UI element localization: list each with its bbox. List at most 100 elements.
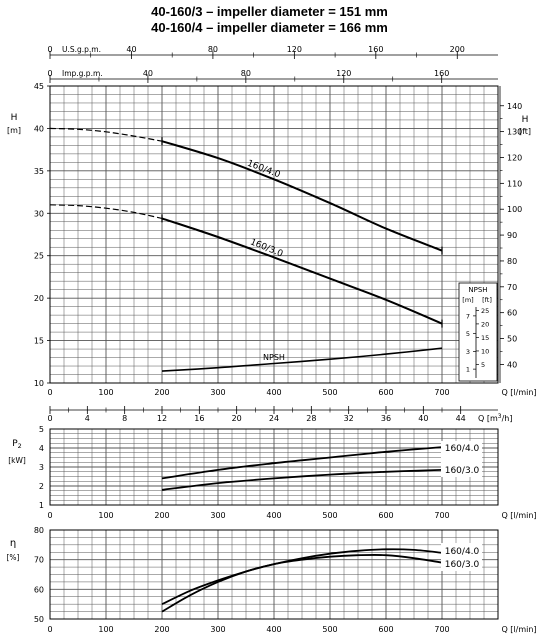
power-xtick-label: 200	[154, 511, 169, 520]
power-series-label-160-4: 160/4.0	[445, 444, 480, 454]
head-xtick-label: 0	[47, 388, 52, 397]
npsh-ft-tick-label: 5	[481, 361, 485, 369]
ft-axis-label: H	[522, 115, 529, 125]
m3h-axis-xlabel: Q [m3/h]	[478, 413, 512, 423]
head-plot-frame	[49, 85, 499, 384]
usgpm-axis-label: U.S.g.p.m.	[62, 45, 101, 54]
npsh-m-tick-label: 7	[466, 312, 470, 320]
impgpm-axis-tick-label: 40	[143, 69, 153, 78]
m3h-axis-tick-label: 20	[232, 414, 242, 423]
eff-xtick-label: 200	[154, 625, 169, 634]
power-xtick-label: 0	[47, 511, 52, 520]
ft-axis-tick-label: 60	[507, 309, 517, 318]
m3h-axis-tick-label: 16	[194, 414, 204, 423]
usgpm-axis-tick-label: 120	[287, 45, 302, 54]
impgpm-axis-tick-label: 120	[336, 69, 351, 78]
chart-title-line-1: 40-160/3 – impeller diameter = 151 mm	[151, 4, 388, 19]
power-xtick-label: 700	[434, 511, 449, 520]
ft-axis-tick-label: 70	[507, 283, 517, 292]
head-curve-dashed-1	[49, 204, 163, 219]
power-ylabel: P2	[12, 439, 22, 450]
head-xtick-label: 400	[266, 388, 281, 397]
head-ytick-label: 25	[34, 252, 44, 261]
ft-axis-tick-label: 120	[507, 153, 522, 162]
usgpm-axis-tick-label: 40	[126, 45, 136, 54]
power-xtick-label: 100	[98, 511, 113, 520]
head-ytick-label: 40	[34, 124, 44, 133]
npsh-ft-tick-label: 15	[481, 334, 489, 342]
eff-xtick-label: 500	[322, 625, 337, 634]
power-ytick-label: 1	[39, 501, 44, 510]
m3h-axis-tick-label: 24	[269, 414, 279, 423]
chart-title-line-2: 40-160/4 – impeller diameter = 166 mm	[151, 20, 388, 35]
power-xtick-label: 300	[210, 511, 225, 520]
power-plot-frame	[49, 428, 499, 506]
head-ytick-label: 20	[34, 294, 44, 303]
head-ylabel: H	[11, 113, 18, 123]
npsh-ft-label: [ft]	[482, 296, 492, 304]
head-ytick-label: 30	[34, 209, 44, 218]
npsh-m-label: [m]	[462, 296, 473, 304]
m3h-axis-tick-label: 36	[381, 414, 391, 423]
power-xtick-label: 400	[266, 511, 281, 520]
npsh-m-tick-label: 3	[466, 348, 470, 356]
m3h-axis-tick-label: 28	[306, 414, 316, 423]
npsh-curve	[161, 347, 443, 372]
power-ylabel-sub: 2	[18, 442, 22, 450]
power-ylabel-main: P	[12, 439, 18, 449]
eff-xtick-label: 300	[210, 625, 225, 634]
eff-xlabel: Q [l/min]	[501, 625, 536, 634]
m3h-axis-tick-label: 40	[418, 414, 428, 423]
ft-axis-tick-label: 90	[507, 231, 517, 240]
npsh-m-tick-label: 1	[466, 366, 470, 374]
m3h-axis-tick-label: 4	[85, 414, 90, 423]
usgpm-axis-tick-label: 80	[208, 45, 218, 54]
head-series-label-160-3: 160/3.0	[248, 237, 284, 259]
head-curve-1	[161, 217, 443, 325]
head-xtick-label: 300	[210, 388, 225, 397]
eff-xtick-label: 700	[434, 625, 449, 634]
power-ylabel-unit: [kW]	[8, 456, 26, 465]
eff-legend-bg	[441, 543, 482, 571]
usgpm-axis-tick-label: 0	[47, 45, 52, 54]
head-ytick-label: 45	[34, 82, 44, 91]
ft-axis-unit: [ft]	[519, 127, 531, 136]
head-ytick-label: 10	[34, 379, 44, 388]
eff-plot-frame	[49, 529, 499, 620]
power-curve-1	[161, 469, 443, 491]
eff-curve-1	[161, 554, 443, 613]
usgpm-axis-tick-label: 160	[368, 45, 383, 54]
power-ytick-label: 3	[39, 463, 44, 472]
npsh-ft-tick-label: 20	[481, 320, 489, 328]
m3h-axis-tick-label: 0	[47, 414, 52, 423]
power-curve-0	[161, 446, 443, 480]
m3h-axis-xlabel-main: Q [m	[478, 414, 498, 423]
impgpm-axis-tick-label: 160	[434, 69, 449, 78]
eff-ytick-label: 60	[34, 585, 44, 594]
m3h-axis-tick-label: 8	[122, 414, 127, 423]
impgpm-axis-tick-label: 80	[241, 69, 251, 78]
eff-ylabel: η	[10, 538, 16, 549]
ft-axis-tick-label: 40	[507, 360, 517, 369]
ft-axis-tick-label: 100	[507, 205, 522, 214]
power-series-label-160-3: 160/3.0	[445, 466, 480, 476]
impgpm-axis-tick-label: 0	[47, 69, 52, 78]
ft-axis-tick-label: 130	[507, 128, 522, 137]
power-xtick-label: 500	[322, 511, 337, 520]
npsh-scale-title: NPSH	[468, 286, 487, 294]
impgpm-axis-label: Imp.g.p.m.	[62, 69, 103, 78]
power-ytick-label: 5	[39, 425, 44, 434]
head-xtick-label: 200	[154, 388, 169, 397]
head-ylabel-unit: [m]	[7, 126, 21, 135]
head-ytick-label: 15	[34, 337, 44, 346]
power-xtick-label: 600	[378, 511, 393, 520]
head-xlabel: Q [l/min]	[501, 388, 536, 397]
power-legend-bg	[441, 441, 482, 477]
npsh-ft-tick-label: 25	[481, 307, 489, 315]
head-xtick-label: 100	[98, 388, 113, 397]
eff-series-label-160-3: 160/3.0	[445, 560, 480, 570]
power-ytick-label: 2	[39, 482, 44, 491]
npsh-series-label: NPSH	[263, 353, 285, 362]
